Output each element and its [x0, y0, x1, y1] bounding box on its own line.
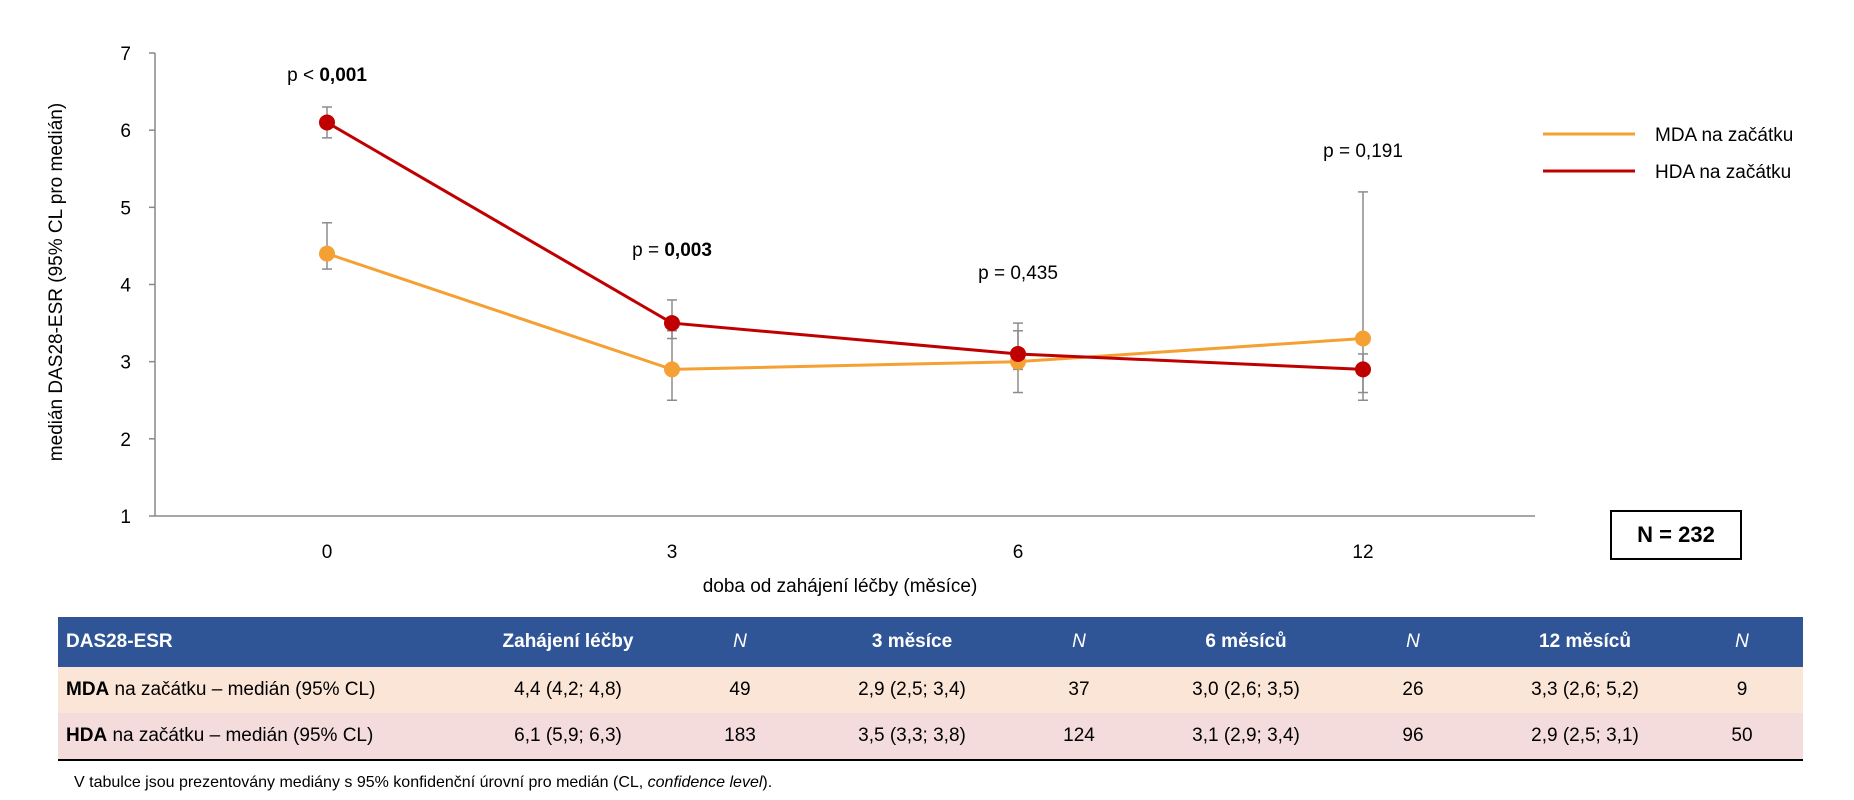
table-cell: 2,9 (2,5; 3,4): [821, 667, 1003, 713]
table-cell: 3,1 (2,9; 3,4): [1155, 713, 1337, 761]
series-line: [326, 252, 1364, 371]
table-header: N: [1003, 617, 1155, 667]
data-point: [664, 361, 680, 378]
legend-label: MDA na začátku: [1655, 125, 1793, 146]
y-tick-label: 2: [120, 430, 131, 451]
series-line: [326, 121, 1364, 371]
table-cell: 37: [1003, 667, 1155, 713]
table-cell: 183: [659, 713, 821, 761]
table-header: N: [1337, 617, 1489, 667]
y-tick-label: 3: [120, 353, 131, 374]
table-cell: 4,4 (4,2; 4,8): [477, 667, 659, 713]
x-tick-label: 3: [667, 542, 678, 563]
table-cell: 96: [1337, 713, 1489, 761]
summary-table: DAS28-ESR Zahájení léčby N 3 měsíce N 6 …: [58, 617, 1803, 761]
sample-size-box: N = 232: [1610, 510, 1742, 560]
row-label: MDA na začátku – medián (95% CL): [58, 667, 477, 713]
table-header: 6 měsíců: [1155, 617, 1337, 667]
data-point: [319, 245, 335, 262]
y-tick-label: 5: [120, 198, 131, 219]
row-label: HDA na začátku – medián (95% CL): [58, 713, 477, 761]
x-tick-label: 6: [1013, 542, 1024, 563]
table-cell: 2,9 (2,5; 3,1): [1489, 713, 1681, 761]
data-point: [1355, 330, 1371, 347]
table-cell: 50: [1681, 713, 1803, 761]
data-point: [319, 114, 335, 131]
legend-label: HDA na začátku: [1655, 162, 1791, 183]
y-tick-label: 4: [120, 276, 131, 297]
table-cell: 3,3 (2,6; 5,2): [1489, 667, 1681, 713]
p-value-annotation: p < 0,001: [287, 65, 367, 86]
table-header: 3 měsíce: [821, 617, 1003, 667]
y-axis-label: medián DAS28-ESR (95% CL pro medián): [46, 102, 67, 462]
table-row-hda: HDA na začátku – medián (95% CL) 6,1 (5,…: [58, 713, 1803, 761]
table-cell: 3,0 (2,6; 3,5): [1155, 667, 1337, 713]
p-value-annotation: p = 0,435: [978, 263, 1058, 284]
table-header: N: [659, 617, 821, 667]
footnote: V tabulce jsou prezentovány mediány s 95…: [74, 774, 773, 791]
x-tick-label: 0: [322, 542, 333, 563]
x-axis-label: doba od zahájení léčby (měsíce): [702, 576, 978, 597]
table-cell: 9: [1681, 667, 1803, 713]
p-value-annotation: p = 0,191: [1323, 141, 1403, 162]
data-point: [664, 315, 680, 332]
table-header: N: [1681, 617, 1803, 667]
y-tick-label: 1: [120, 507, 131, 528]
table-cell: 6,1 (5,9; 6,3): [477, 713, 659, 761]
table-cell: 49: [659, 667, 821, 713]
p-value-annotation: p = 0,003: [632, 240, 712, 261]
y-tick-label: 7: [120, 44, 131, 65]
data-point: [1010, 345, 1026, 362]
data-point: [1355, 361, 1371, 378]
y-tick-label: 6: [120, 121, 131, 142]
table-header: 12 měsíců: [1489, 617, 1681, 667]
table-cell: 124: [1003, 713, 1155, 761]
table-header-row: DAS28-ESR Zahájení léčby N 3 měsíce N 6 …: [58, 617, 1803, 667]
table-header: Zahájení léčby: [477, 617, 659, 667]
x-tick-label: 12: [1352, 542, 1373, 563]
table-cell: 3,5 (3,3; 3,8): [821, 713, 1003, 761]
table-cell: 26: [1337, 667, 1489, 713]
table-row-mda: MDA na začátku – medián (95% CL) 4,4 (4,…: [58, 667, 1803, 713]
table-header: DAS28-ESR: [58, 617, 477, 667]
